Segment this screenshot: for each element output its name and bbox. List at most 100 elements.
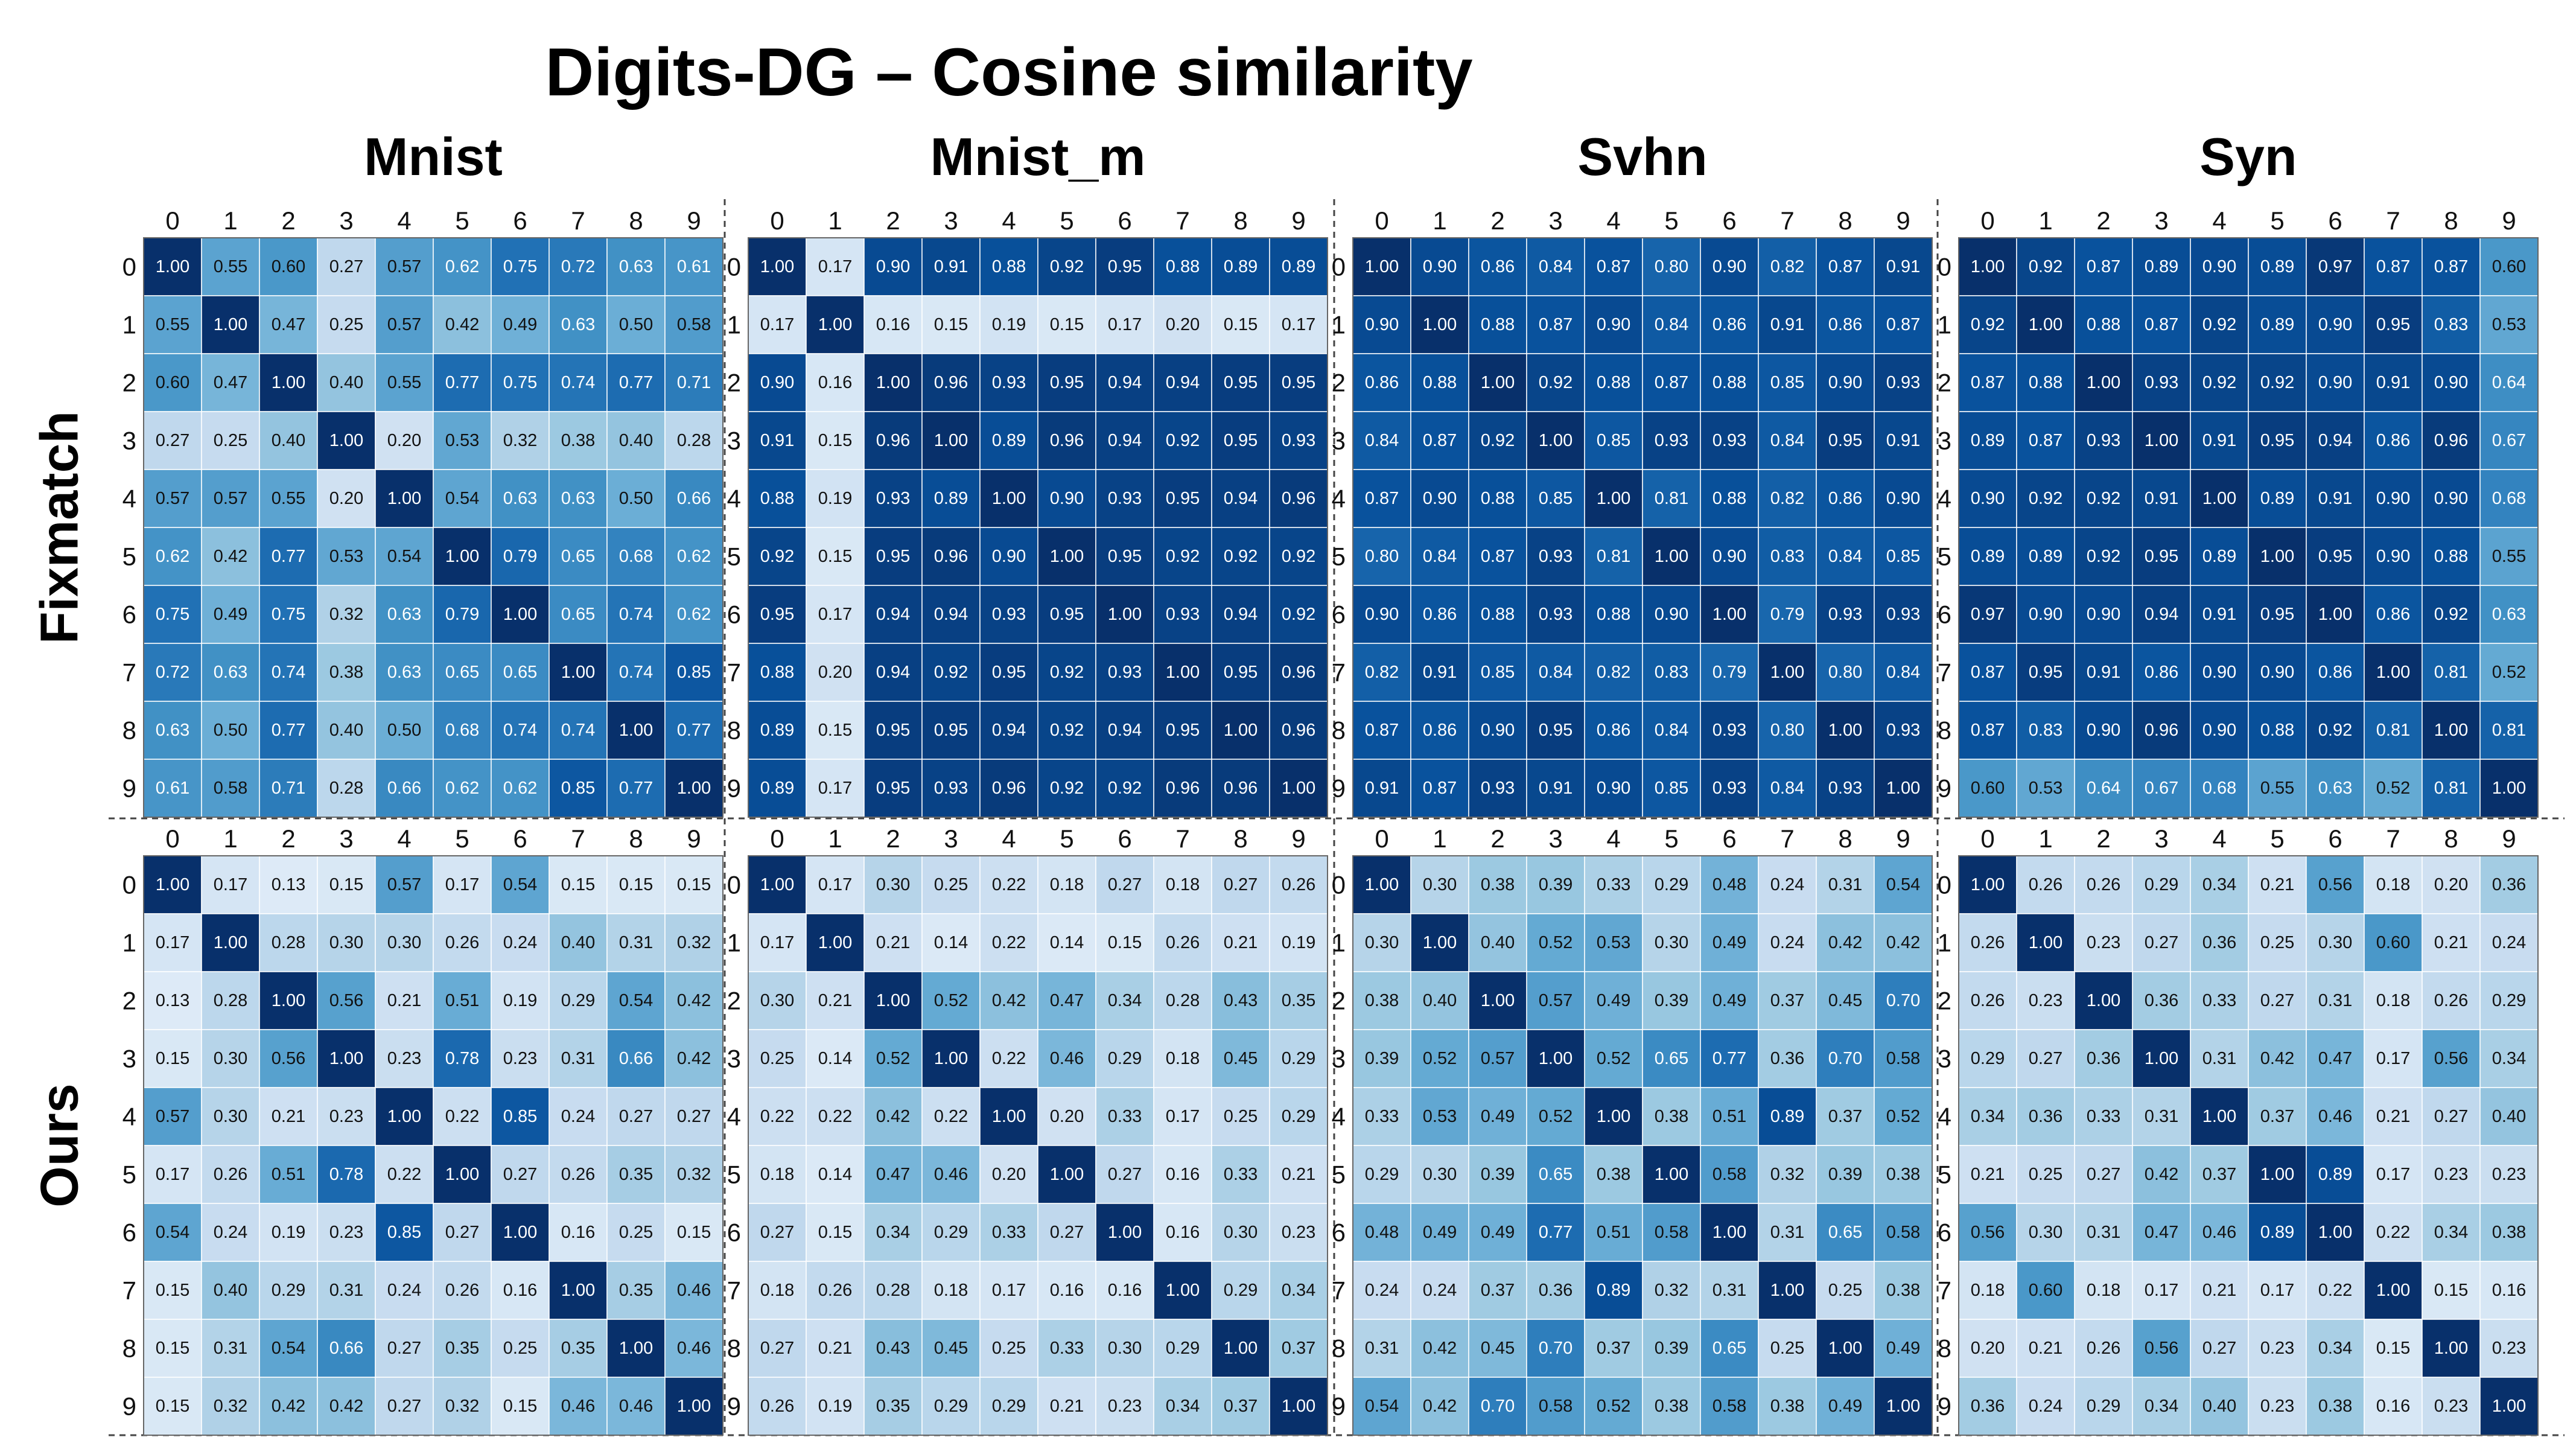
cell-value-label: 0.46 — [677, 1281, 711, 1300]
cell-value-label: 0.92 — [1539, 373, 1573, 392]
heatmap-cell — [2074, 1203, 2133, 1262]
y-tick-label: 4 — [727, 485, 741, 513]
heatmap-cell — [1874, 1261, 1933, 1320]
cell-value-label: 0.22 — [992, 1049, 1026, 1068]
cell-value-label: 0.92 — [2260, 373, 2294, 392]
cell-value-label: 0.20 — [992, 1165, 1026, 1184]
cell-value-label: 0.27 — [1224, 875, 1258, 894]
cell-value-label: 0.57 — [214, 489, 247, 508]
heatmap-cell — [2074, 759, 2133, 818]
cell-value-label: 0.27 — [1108, 875, 1142, 894]
cell-value-label: 0.86 — [1481, 257, 1515, 276]
heatmap-panel-ours-svhn: 00 1.00 0.30 0.38 0.39 0.33 0.29 0.48 0.24 0.31 0.… — [1332, 824, 1933, 1436]
heatmap-cell — [1211, 759, 1270, 818]
cell-value-label: 0.86 — [1365, 373, 1399, 392]
heatmap-cell — [2422, 1203, 2481, 1262]
heatmap-cell — [491, 701, 550, 760]
heatmap-cell — [921, 353, 981, 412]
y-tick-label: 5 — [1938, 1161, 1951, 1189]
cell-value-label: 0.25 — [329, 315, 363, 334]
cell-value-label: 1.00 — [818, 315, 852, 334]
cell-value-label: 0.87 — [2029, 431, 2062, 450]
cell-value-label: 0.42 — [2145, 1165, 2178, 1184]
cell-value-label: 0.60 — [2029, 1281, 2062, 1300]
heatmap-cell — [1095, 1377, 1154, 1436]
cell-value-label: 0.86 — [1828, 315, 1862, 334]
heatmap-cell — [2306, 855, 2365, 914]
heatmap-cell — [1352, 1203, 1411, 1262]
x-tick-label: 2 — [1490, 206, 1504, 235]
cell-value-label: 0.77 — [445, 373, 479, 392]
heatmap-cell — [2016, 1319, 2075, 1378]
heatmap-cell — [1037, 1087, 1096, 1146]
cell-value-label: 0.66 — [677, 489, 711, 508]
heatmap-cell — [664, 527, 724, 586]
cell-value-label: 1.00 — [2145, 431, 2178, 450]
cell-value-label: 0.95 — [1108, 257, 1142, 276]
cell-value-label: 0.77 — [619, 373, 653, 392]
y-tick-label: 9 — [727, 774, 741, 803]
cell-value-label: 0.15 — [503, 1397, 537, 1416]
cell-value-label: 0.91 — [1365, 779, 1399, 798]
cell-value-label: 0.34 — [2202, 875, 2236, 894]
heatmap-cell — [143, 913, 202, 972]
cell-value-label: 0.95 — [876, 547, 910, 566]
heatmap-cell — [2422, 1145, 2481, 1204]
y-tick-label: 2 — [1938, 987, 1951, 1015]
panel-border — [143, 855, 724, 1436]
x-tick-label: 4 — [1606, 824, 1620, 853]
cell-value-label: 0.27 — [156, 431, 189, 450]
cell-value-label: 0.42 — [1828, 933, 1862, 952]
cell-value-label: 0.81 — [1655, 489, 1688, 508]
heatmap-cell — [921, 1145, 981, 1204]
heatmap-cell — [491, 1029, 550, 1088]
cell-value-label: 0.36 — [1539, 1281, 1573, 1300]
cell-value-label: 0.37 — [1481, 1281, 1515, 1300]
heatmap-cell — [143, 411, 202, 470]
y-tick-label: 0 — [1332, 253, 1346, 281]
heatmap-cell — [2364, 1377, 2423, 1436]
y-tick-label: 9 — [1332, 1392, 1346, 1421]
cell-value-label: 0.88 — [1713, 373, 1746, 392]
panel-border — [143, 237, 724, 818]
x-tick-label: 0 — [1375, 206, 1388, 235]
cell-value-label: 0.27 — [445, 1223, 479, 1242]
cell-value-label: 0.15 — [818, 721, 852, 740]
cell-value-label: 0.91 — [2145, 489, 2178, 508]
cell-value-label: 0.17 — [818, 257, 852, 276]
heatmap-cell — [1526, 585, 1585, 644]
column-title-svhn: Svhn — [1577, 127, 1707, 186]
cell-value-label: 0.22 — [387, 1165, 421, 1184]
y-tick-label: 8 — [122, 716, 136, 745]
cell-value-label: 0.26 — [818, 1281, 852, 1300]
heatmap-cell — [433, 1377, 492, 1436]
heatmap-cell — [664, 353, 724, 412]
cell-value-label: 0.50 — [619, 315, 653, 334]
heatmap-cell — [2479, 1319, 2539, 1378]
heatmap-cell — [921, 1087, 981, 1146]
cell-value-label: 1.00 — [934, 431, 968, 450]
heatmap-cell — [2422, 971, 2481, 1030]
cell-value-label: 0.82 — [1365, 663, 1399, 682]
cell-value-label: 0.95 — [1539, 721, 1573, 740]
cell-value-label: 0.47 — [2145, 1223, 2178, 1242]
heatmap-cell — [1584, 1319, 1643, 1378]
heatmap-cell — [748, 411, 807, 470]
heatmap-cell — [1958, 971, 2017, 1030]
cell-value-label: 0.81 — [2492, 721, 2526, 740]
cell-value-label: 0.36 — [2029, 1107, 2062, 1126]
heatmap-cell — [1584, 1029, 1643, 1088]
cell-value-label: 0.46 — [2202, 1223, 2236, 1242]
cell-value-label: 0.65 — [1828, 1223, 1862, 1242]
heatmap-cell — [1468, 643, 1527, 702]
heatmap-cell — [1153, 237, 1212, 296]
cell-value-label: 0.49 — [1713, 991, 1746, 1010]
cell-value-label: 0.90 — [1423, 489, 1457, 508]
heatmap-cell — [2132, 1029, 2191, 1088]
cell-value-label: 0.60 — [2492, 257, 2526, 276]
cell-value-label: 0.75 — [503, 373, 537, 392]
cell-value-label: 0.85 — [503, 1107, 537, 1126]
cell-value-label: 0.70 — [1539, 1339, 1573, 1358]
cell-value-label: 0.22 — [992, 875, 1026, 894]
heatmap-cell — [1037, 1261, 1096, 1320]
